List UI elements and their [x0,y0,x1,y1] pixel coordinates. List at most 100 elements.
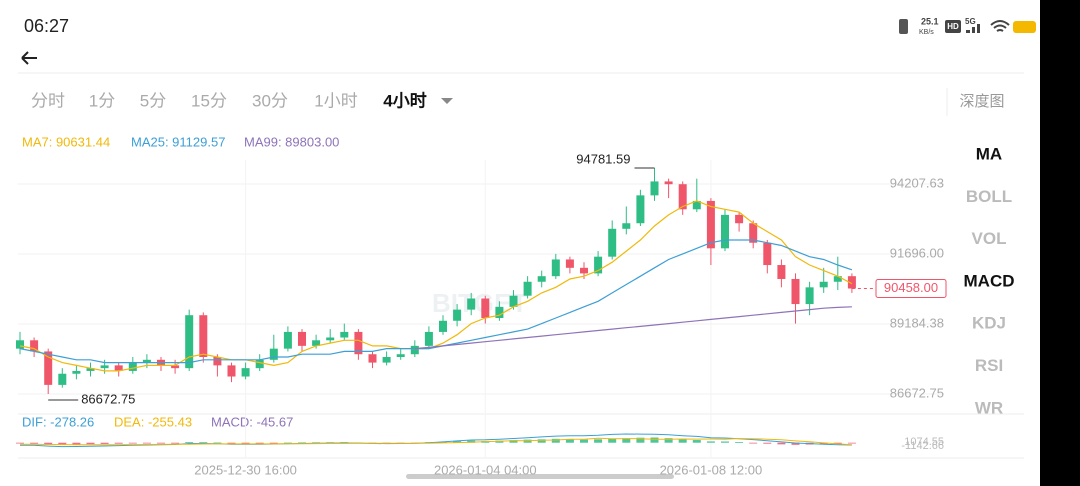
macd-bar [128,442,137,444]
macd-bar [721,441,729,443]
macd-bar [833,442,842,444]
depth-tab[interactable]: 深度图 [959,93,1004,110]
candle-body [269,348,278,360]
candle-body [86,368,95,371]
candle-body [171,365,180,369]
net-speed-unit: KB/s [919,29,934,36]
last-price-label: 90458.00 [884,280,938,295]
interval-tab[interactable]: 5分 [140,91,166,110]
ma-line [414,306,852,350]
y-tick-label: 94207.63 [890,175,944,190]
macd-bar [467,440,476,443]
candle-body [424,331,433,346]
macd-legend: MACD: -45.67 [211,414,293,429]
interval-tab[interactable]: 1小时 [314,91,357,110]
macd-bar [72,442,81,445]
signal-icon [966,24,980,33]
candle-body [30,340,39,352]
candle-body [749,223,758,243]
macd-bar [269,442,278,444]
candle-body [142,359,151,363]
candle-body [509,295,518,307]
last-price-box [875,279,947,299]
macd-bar [114,442,123,444]
macd-bar [537,439,546,443]
candle-body [819,281,828,288]
x-tick-label: 2026-01-04 04:00 [434,462,537,477]
indicator-tab[interactable]: RSI [975,356,1003,375]
macd-bar [241,442,250,444]
candle-body [622,223,631,229]
macd-bar [594,439,603,443]
indicator-tab[interactable]: WR [975,398,1003,417]
macd-bar [142,442,151,444]
macd-bar [847,442,856,444]
macd-bar [185,442,194,443]
status-time: 06:27 [24,16,69,36]
candle-body [58,373,67,385]
macd-bar [157,442,165,444]
candle-body [213,357,222,366]
macd-bar [664,438,673,443]
indicator-tab[interactable]: VOL [972,229,1007,248]
macd-bar [298,442,306,444]
candle-body [199,315,208,358]
net-speed: 25.1 [921,16,939,26]
indicator-tab[interactable]: MA [976,144,1002,163]
macd-bar [622,438,631,443]
macd-bar [283,442,292,444]
indicator-tab[interactable]: BOLL [966,187,1012,206]
candle-body [537,276,546,282]
candle-body [410,345,419,355]
candle-body [495,306,504,318]
macd-legend: DEA: -255.43 [114,414,192,429]
macd-bar [763,442,772,444]
candle-body [565,259,574,268]
candle-body [650,181,659,196]
candle-body [255,359,264,369]
macd-bar [735,442,744,443]
candle-body [439,320,447,332]
ma-legend: MA7: 90631.44 [22,134,110,149]
candle-body [326,337,335,341]
interval-tab[interactable]: 15分 [191,91,227,110]
candle-body [100,365,109,369]
macd-bar [692,440,701,443]
interval-tab[interactable]: 分时 [31,91,65,110]
macd-bar [777,442,786,445]
interval-tab[interactable]: 30分 [252,91,288,110]
dropdown-arrow[interactable] [441,98,453,104]
candle-body [791,278,800,305]
back-button[interactable] [21,51,37,65]
candle-body [382,357,391,363]
macd-bar [171,442,180,444]
candle-body [833,276,842,282]
macd-bar [227,442,236,444]
candle-body [763,242,772,266]
interval-tab[interactable]: 4小时 [383,91,426,110]
candle-body [805,287,814,305]
network-label: 5G [965,17,976,26]
max-label: 94781.59 [576,151,630,166]
macd-bar [199,442,208,444]
candle-body [847,276,856,289]
macd-bar [213,442,222,444]
macd-bar [453,441,462,443]
screen-edge [1040,0,1080,486]
ma-line [19,200,853,372]
macd-tick-label: 1074.55 [904,436,944,448]
candle-body [721,214,729,249]
candle-body [114,365,123,371]
candle-body [664,181,673,185]
y-tick-label: 89184.38 [890,315,944,330]
indicator-tab[interactable]: KDJ [972,314,1006,333]
wifi-icon [990,20,1010,32]
macd-bar [636,437,645,443]
indicator-tab[interactable]: MACD [964,271,1015,290]
interval-tab[interactable]: 1分 [89,91,115,110]
candle-body [735,214,744,224]
macd-bar [86,442,95,445]
macd-bar [58,442,67,445]
